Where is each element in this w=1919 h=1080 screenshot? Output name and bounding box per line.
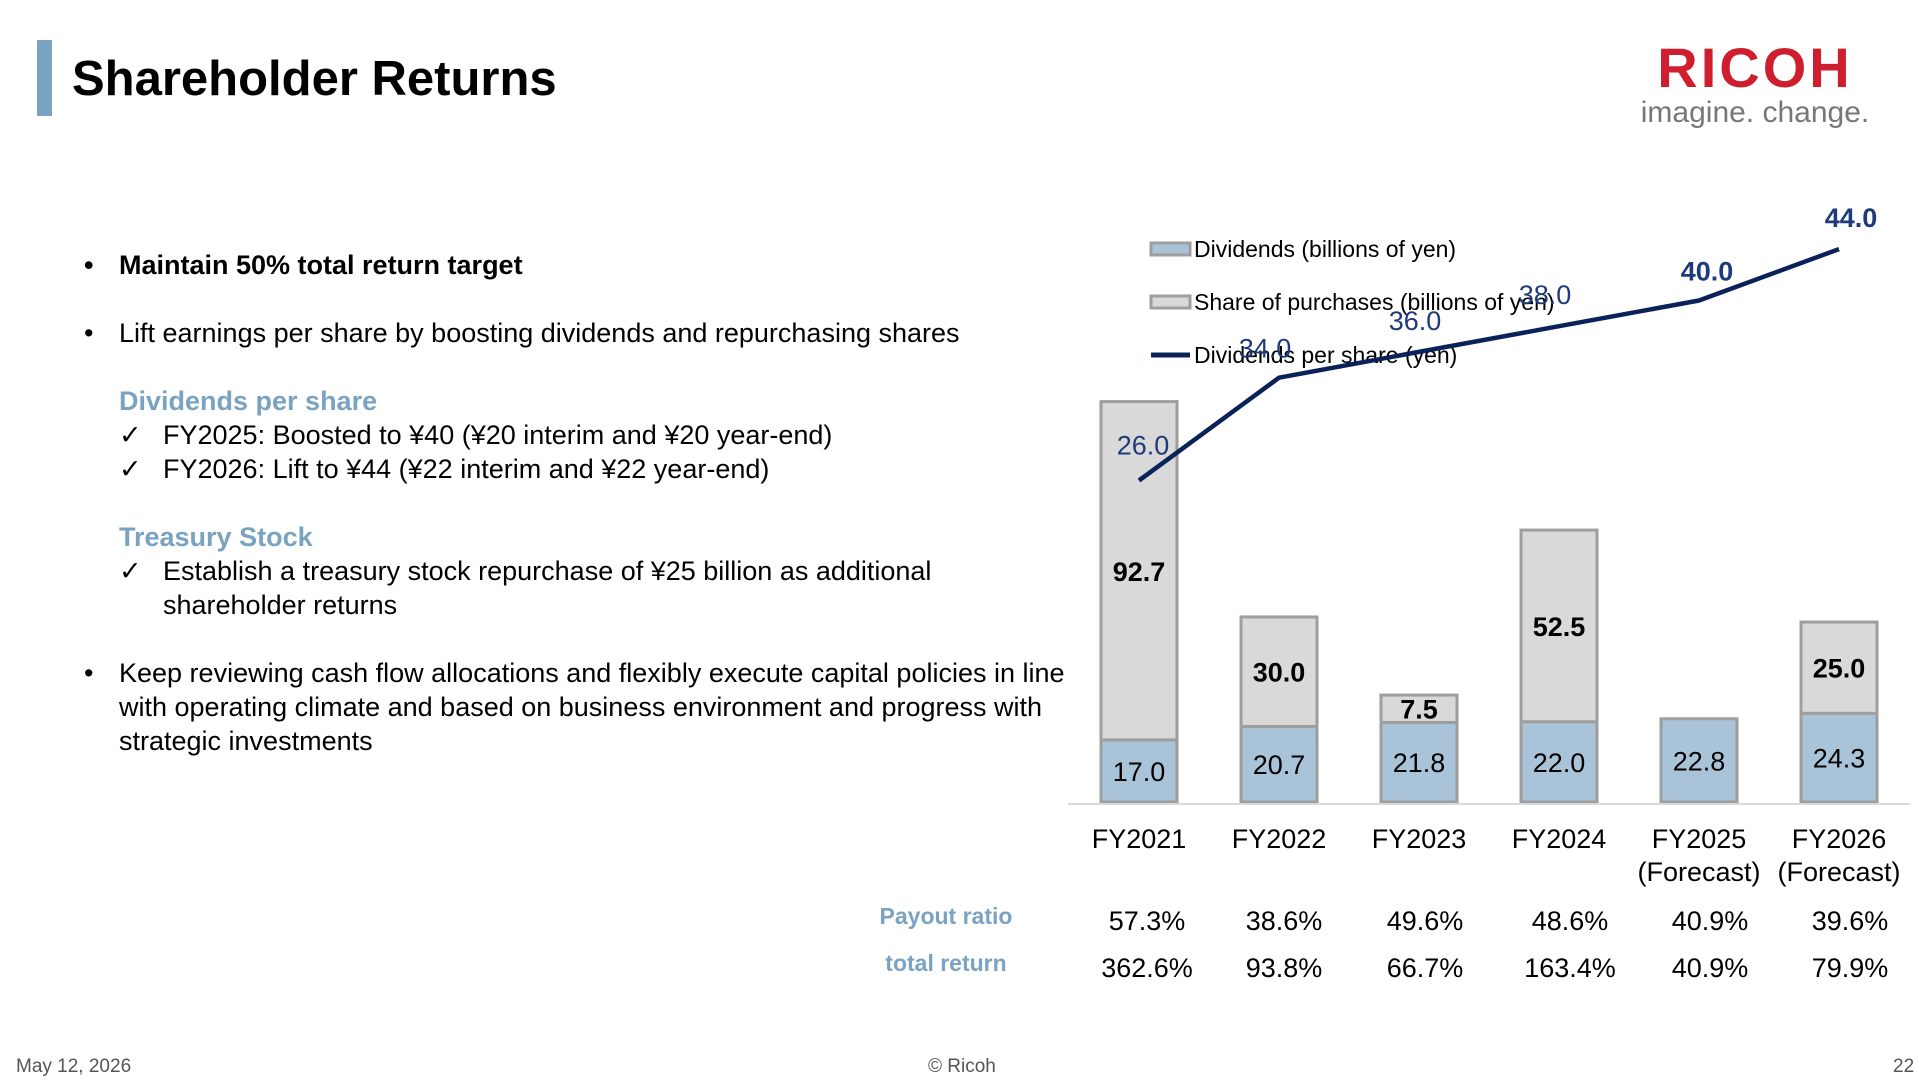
dps-heading: Dividends per share — [119, 386, 378, 416]
chart-x-axis: FY2021 FY2022 FY2023 FY2024 FY2025(Forecast)… — [1092, 824, 1901, 887]
dps-label: 34.0 — [1239, 334, 1292, 364]
buyback-bar-label: 92.7 — [1113, 557, 1166, 587]
buyback-bar-label: 25.0 — [1813, 654, 1866, 684]
dps-label: 38.0 — [1519, 280, 1572, 310]
buyback-bar — [1379, 693, 1459, 724]
checkmark-icon: ✓ — [119, 556, 142, 586]
dividends-bar-label: 20.7 — [1253, 750, 1306, 780]
bullet-total-return: • Maintain 50% total return target — [84, 250, 523, 280]
checkmark-icon: ✓ — [119, 420, 142, 450]
ratio-table: Payout ratio 57.3% 38.6% 49.6% 48.6% 40.9% 39.… — [880, 903, 1889, 983]
page-title: Shareholder Returns — [72, 52, 557, 106]
legend-swatch — [1149, 241, 1192, 257]
table-cell: 40.9% — [1672, 906, 1749, 936]
bullet-list: • Maintain 50% total return target • Lift … — [80, 248, 1065, 758]
dps-item-fy2026: ✓ FY2026: Lift to ¥44 (¥22 interim and ¥2… — [119, 454, 770, 484]
buyback-bar — [1099, 400, 1179, 742]
table-row-label: Payout ratio — [880, 903, 1013, 929]
x-tick-label: FY2026 — [1792, 824, 1887, 854]
legend-label: Share of purchases (billions of yen) — [1194, 289, 1555, 315]
chart-dps-line: 26.0 34.0 36.0 38.0 40.0 44.0 — [1117, 203, 1878, 483]
table-row-label: total return — [885, 950, 1006, 976]
legend-swatch — [1149, 294, 1192, 310]
dividends-bar-label: 24.3 — [1813, 744, 1866, 774]
table-cell: 362.6% — [1101, 953, 1193, 983]
table-cell: 66.7% — [1387, 953, 1464, 983]
buyback-bar-label: 30.0 — [1253, 658, 1306, 688]
bullet-eps: • Lift earnings per share by boosting div… — [84, 318, 960, 348]
table-cell: 48.6% — [1532, 906, 1609, 936]
ricoh-logo: RICOH imagine. change. — [1640, 40, 1870, 128]
dividends-bar — [1659, 717, 1739, 804]
table-cell: 57.3% — [1109, 906, 1186, 936]
footer-date: May 12, 2026 — [16, 1056, 132, 1077]
logo-wordmark: RICOH — [1657, 36, 1853, 99]
bullet-dot-icon: • — [84, 658, 94, 688]
bullet-dot-icon: • — [84, 318, 94, 348]
treasury-heading: Treasury Stock — [119, 522, 313, 552]
x-tick-label: FY2025 — [1652, 824, 1747, 854]
buyback-bar — [1519, 528, 1599, 724]
x-tick-label: FY2024 — [1512, 824, 1607, 854]
table-cell: 93.8% — [1246, 953, 1323, 983]
bullet-dot-icon: • — [84, 250, 94, 280]
bullet-cash-flow: • Keep reviewing cash flow allocations an… — [84, 658, 1065, 756]
buyback-bar — [1239, 615, 1319, 728]
dps-item-fy2025: ✓ FY2025: Boosted to ¥40 (¥20 interim and… — [119, 420, 833, 450]
x-tick-label: (Forecast) — [1777, 857, 1900, 887]
logo-tagline: imagine. change. — [1640, 96, 1870, 129]
dps-label: 36.0 — [1389, 306, 1442, 336]
table-cell: 39.6% — [1812, 906, 1889, 936]
x-tick-label: FY2021 — [1092, 824, 1187, 854]
table-cell: 38.6% — [1246, 906, 1323, 936]
dps-label: 40.0 — [1681, 257, 1734, 287]
table-cell: 49.6% — [1387, 906, 1464, 936]
x-tick-label: FY2023 — [1372, 824, 1467, 854]
chart-legend: Dividends (billions of yen) Share of purc… — [1149, 236, 1555, 368]
dividends-bar — [1379, 720, 1459, 804]
legend-label: Dividends per share (yen) — [1194, 342, 1457, 368]
table-cell: 163.4% — [1524, 953, 1616, 983]
buyback-bar — [1799, 620, 1879, 715]
table-cell: 40.9% — [1672, 953, 1749, 983]
legend-label: Dividends (billions of yen) — [1194, 236, 1456, 262]
dps-line — [1137, 246, 1840, 483]
table-cell: 79.9% — [1812, 953, 1889, 983]
treasury-item: ✓ Establish a treasury stock repurchase o… — [119, 556, 932, 620]
footer-page-number: 22 — [1893, 1056, 1915, 1077]
dividends-bar-label: 22.8 — [1673, 746, 1726, 776]
dividends-bar — [1099, 738, 1179, 804]
checkmark-icon: ✓ — [119, 454, 142, 484]
x-tick-label: (Forecast) — [1637, 857, 1760, 887]
buyback-bar-label: 7.5 — [1400, 695, 1438, 725]
chart-bars: 17.0 92.7 20.7 30.0 21.8 7.5 22.0 52.5 22.8 24.3 2… — [1068, 400, 1910, 805]
title-accent-bar — [37, 40, 52, 116]
dps-label: 26.0 — [1117, 431, 1170, 461]
dividends-bar-label: 17.0 — [1113, 757, 1166, 787]
dividends-bar-label: 21.8 — [1393, 748, 1446, 778]
footer-copyright: © Ricoh — [928, 1056, 996, 1077]
dividends-bar-label: 22.0 — [1533, 748, 1586, 778]
x-tick-label: FY2022 — [1232, 824, 1327, 854]
buyback-bar-label: 52.5 — [1533, 612, 1586, 642]
dividends-bar — [1519, 720, 1599, 804]
dps-label: 44.0 — [1825, 203, 1878, 233]
